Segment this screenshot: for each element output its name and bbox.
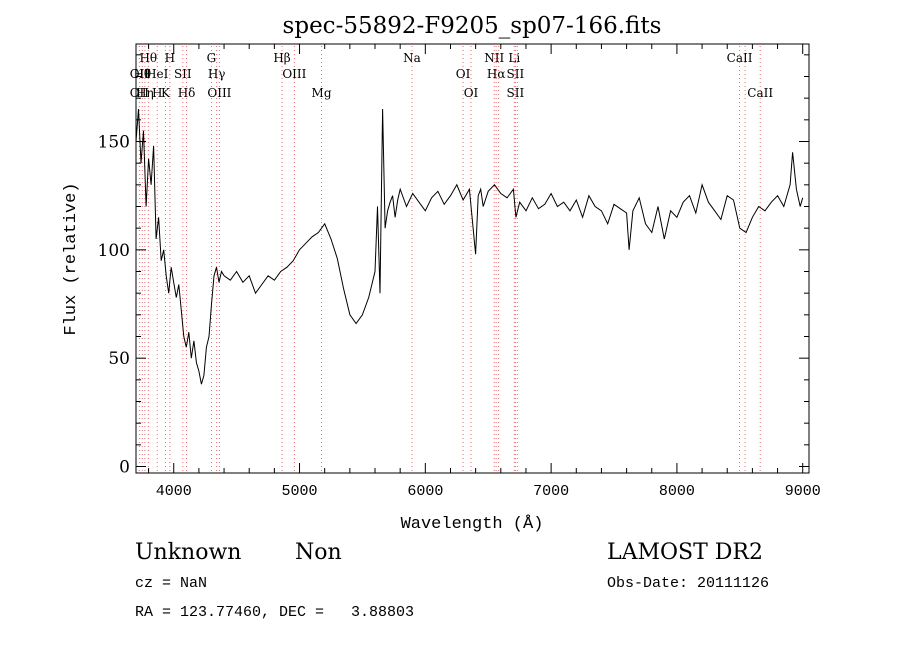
y-tick-label: 50 (108, 349, 130, 369)
spectrum-line (135, 108, 804, 385)
x-tick-label: 5000 (282, 483, 318, 500)
spectral-line-label: Na (403, 51, 421, 65)
spectral-line-label: CaII (727, 51, 753, 65)
x-tick-label: 9000 (785, 483, 821, 500)
spectral-line-label: Li (508, 51, 520, 65)
object-class: Unknown (135, 540, 242, 565)
y-tick-label: 0 (119, 458, 130, 478)
spectral-line-label: H (165, 51, 175, 65)
spectral-line-label: OIII (207, 86, 231, 100)
redshift-cz: cz = NaN (135, 575, 208, 592)
x-tick-label: 8000 (659, 483, 695, 500)
plot-frame (135, 43, 810, 474)
x-axis-label: Wavelength (Å) (401, 515, 544, 534)
spectral-line-label: Hγ (208, 67, 226, 81)
object-subclass: Non (295, 540, 342, 565)
spectral-line-label: OI (456, 67, 471, 81)
spectral-line-label: SII (174, 67, 192, 81)
chart-title: spec-55892-F9205_sp07-166.fits (283, 13, 662, 39)
y-tick-label: 100 (98, 241, 130, 261)
x-tick-label: 4000 (156, 483, 192, 500)
x-tick-label: 7000 (533, 483, 569, 500)
spectral-line-label: NII (484, 51, 504, 65)
spectral-line-label: HeI (146, 67, 169, 81)
survey-name: LAMOST DR2 (607, 540, 763, 565)
spectral-line-label: SII (507, 86, 525, 100)
spectral-line-label: K (161, 86, 171, 100)
spectral-line-label: H (152, 86, 162, 100)
spectral-line-label: Hβ (273, 51, 290, 65)
spectrum-chart: spec-55892-F9205_sp07-166.fits OIIOIIHθH… (62, 13, 821, 534)
y-axis-label: Flux (relative) (62, 182, 81, 335)
spectral-line-label: G (207, 51, 217, 65)
x-axis-ticks: 4000 5000 6000 7000 8000 9000 (148, 44, 821, 500)
spectral-line-label: Mg (312, 86, 332, 100)
y-axis-ticks: 0 50 100 150 (98, 54, 809, 478)
spectral-line-label: OII (130, 86, 150, 100)
spectral-line-label: Hη (136, 86, 154, 100)
spectral-line-label: Hα (487, 67, 506, 81)
observation-date: Obs-Date: 20111126 (607, 575, 770, 592)
y-tick-label: 150 (98, 133, 130, 153)
spectral-line-label: SII (507, 67, 525, 81)
spectral-line-label: OII (130, 67, 150, 81)
line-markers (138, 46, 761, 473)
x-tick-label: 6000 (407, 483, 443, 500)
spectral-line-label: OIII (282, 67, 306, 81)
spectral-line-label: Hθ (139, 51, 157, 65)
line-labels: OIIOIIHθHηHθHeIHKHSIIHδGHγOIIIHβOIIIMgNa… (130, 51, 774, 100)
spectral-line-label: OI (464, 86, 479, 100)
spectral-line-label: CaII (747, 86, 773, 100)
spectral-line-label: Hθ (133, 67, 151, 81)
ra-dec-coordinates: RA = 123.77460, DEC = 3.88803 (135, 604, 415, 621)
spectral-line-label: Hδ (178, 86, 196, 100)
